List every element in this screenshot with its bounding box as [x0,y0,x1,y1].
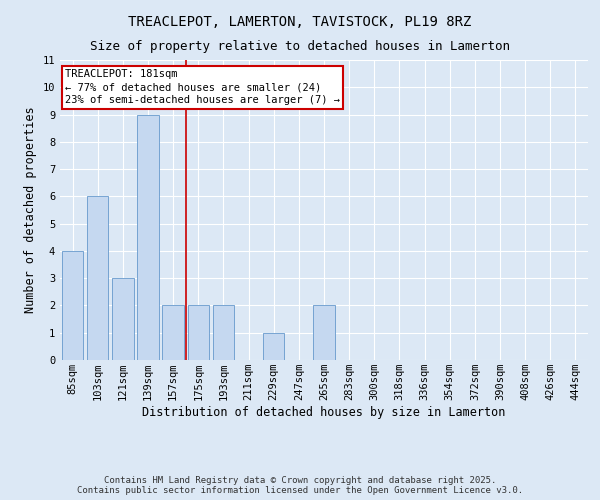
Bar [163,306,184,360]
Bar [188,306,209,360]
Text: TREACLEPOT, LAMERTON, TAVISTOCK, PL19 8RZ: TREACLEPOT, LAMERTON, TAVISTOCK, PL19 8R… [128,15,472,29]
Text: Contains HM Land Registry data © Crown copyright and database right 2025.
Contai: Contains HM Land Registry data © Crown c… [77,476,523,495]
Text: Size of property relative to detached houses in Lamerton: Size of property relative to detached ho… [90,40,510,53]
Bar [87,196,109,360]
X-axis label: Distribution of detached houses by size in Lamerton: Distribution of detached houses by size … [142,406,506,419]
Bar [263,332,284,360]
Bar [137,114,158,360]
Y-axis label: Number of detached properties: Number of detached properties [24,106,37,314]
Bar [62,251,83,360]
Bar [112,278,134,360]
Text: TREACLEPOT: 181sqm
← 77% of detached houses are smaller (24)
23% of semi-detache: TREACLEPOT: 181sqm ← 77% of detached hou… [65,69,340,106]
Bar [213,306,234,360]
Bar [313,306,335,360]
